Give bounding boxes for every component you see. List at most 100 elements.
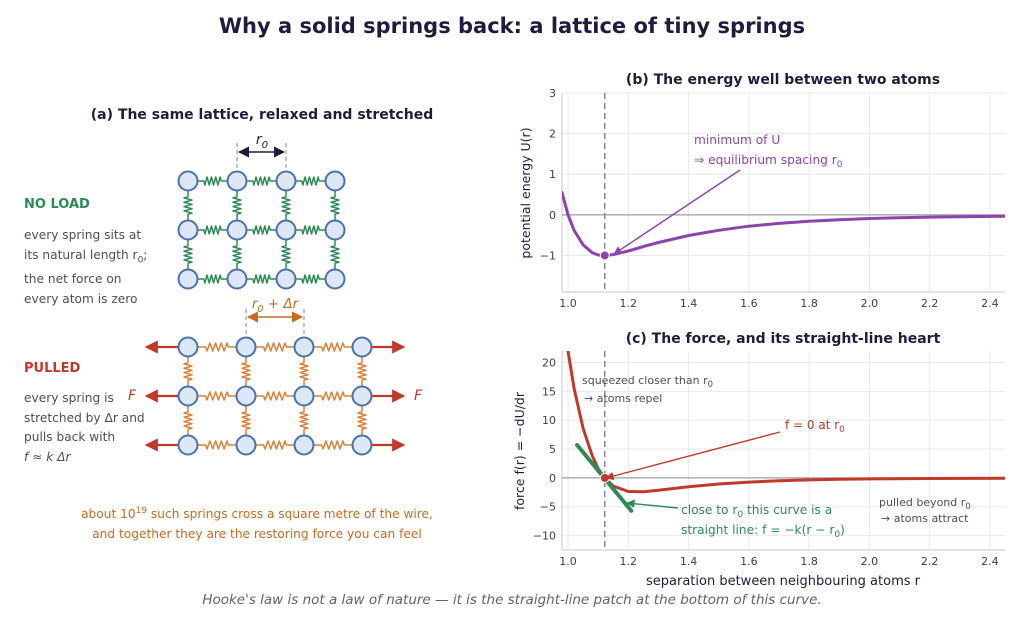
minimum-annotation-arrow [613, 169, 741, 255]
y-tick-label: 20 [542, 357, 556, 370]
atom [177, 268, 199, 290]
atom [293, 336, 315, 358]
minimum-annotation-line2: ⇒ equilibrium spacing r0 [694, 153, 843, 170]
attract-annotation-line2: → atoms attract [881, 512, 969, 525]
spring [299, 406, 309, 435]
minimum-annotation-line1: minimum of U [694, 133, 780, 147]
spring [281, 191, 291, 220]
r0-label: r0 [256, 132, 268, 151]
panel-a-title: (a) The same lattice, relaxed and stretc… [90, 107, 434, 123]
y-tick-label: −5 [540, 501, 556, 514]
linear-annotation-arrow [626, 499, 679, 509]
spring [241, 357, 251, 386]
spring [296, 176, 325, 186]
y-tick-label: 3 [549, 87, 556, 100]
atom [351, 336, 373, 358]
spring [198, 342, 236, 352]
linear-annotation-line2: straight line: f = −k(r − r0) [681, 523, 845, 540]
spring [183, 191, 193, 220]
x-tick-label: 1.4 [680, 555, 698, 568]
x-tick-label: 1.0 [559, 555, 577, 568]
bottom-note: Hooke's law is not a law of nature — it … [202, 592, 822, 608]
panel-c-ylabel: force f(r) = −dU/dr [512, 391, 527, 510]
stretched-lattice: r0 + Δr F F [128, 296, 423, 456]
atom [351, 385, 373, 407]
spring [256, 440, 294, 450]
atom [235, 434, 257, 456]
page-title: Why a solid springs back: a lattice of t… [218, 14, 806, 38]
atom [275, 170, 297, 192]
spring [232, 240, 242, 269]
spring [299, 357, 309, 386]
spring [198, 225, 227, 235]
x-tick-label: 2.2 [921, 297, 939, 310]
x-tick-label: 2.2 [921, 555, 939, 568]
atom [275, 219, 297, 241]
atom [324, 170, 346, 192]
spring [183, 406, 193, 435]
force-label-right: F [414, 388, 423, 404]
atom [351, 434, 373, 456]
spring [247, 225, 276, 235]
no-load-heading: NO LOAD [24, 197, 90, 212]
x-tick-label: 1.8 [800, 555, 818, 568]
zero-force-annotation: f = 0 at r0 [785, 418, 845, 435]
x-tick-label: 1.6 [740, 297, 758, 310]
spring [198, 440, 236, 450]
atom [177, 434, 199, 456]
x-tick-label: 1.2 [620, 297, 638, 310]
spring [183, 240, 193, 269]
linear-annotation-line1: close to r0 this curve is a [681, 503, 832, 520]
x-tick-label: 2.0 [861, 297, 879, 310]
x-tick-label: 1.2 [620, 555, 638, 568]
atom [226, 219, 248, 241]
y-tick-label: 2 [549, 128, 556, 141]
footnote: about 1019 such springs cross a square m… [81, 506, 433, 542]
spring [281, 240, 291, 269]
key-point [599, 250, 610, 261]
atom [324, 268, 346, 290]
spring [314, 342, 352, 352]
panel-b-title: (b) The energy well between two atoms [626, 72, 940, 88]
y-tick-label: 5 [549, 443, 556, 456]
repel-annotation-line1: squeezed closer than r0 [582, 374, 713, 390]
atom [177, 336, 199, 358]
panel-b-ylabel: potential energy U(r) [518, 127, 533, 258]
panel-c-title: (c) The force, and its straight-line hea… [626, 331, 941, 347]
pulled-text: every spring is stretched by Δr and pull… [24, 391, 145, 464]
y-tick-label: 15 [542, 385, 556, 398]
force-label-left: F [128, 388, 137, 404]
spring [247, 176, 276, 186]
x-tick-label: 2.0 [861, 555, 879, 568]
x-tick-label: 1.6 [740, 555, 758, 568]
spring [198, 274, 227, 284]
spring [198, 391, 236, 401]
spring [296, 225, 325, 235]
spring [247, 274, 276, 284]
x-tick-label: 2.4 [981, 297, 999, 310]
x-tick-label: 1.0 [559, 297, 577, 310]
atom [235, 336, 257, 358]
spring [314, 391, 352, 401]
spring [198, 176, 227, 186]
spring [232, 191, 242, 220]
x-tick-label: 1.4 [680, 297, 698, 310]
spring [183, 357, 193, 386]
y-tick-label: 10 [542, 414, 556, 427]
atom [293, 385, 315, 407]
main-curve [562, 191, 1005, 257]
main-curve [566, 351, 1005, 494]
atom [275, 268, 297, 290]
atom [293, 434, 315, 456]
spring [314, 440, 352, 450]
spring [256, 391, 294, 401]
attract-annotation-line1: pulled beyond r0 [879, 496, 971, 512]
y-tick-label: 0 [549, 209, 556, 222]
y-tick-label: 0 [549, 472, 556, 485]
r0-plus-dr-label: r0 + Δr [252, 296, 300, 315]
atom [235, 385, 257, 407]
spring [296, 274, 325, 284]
spring [241, 406, 251, 435]
x-tick-label: 2.4 [981, 555, 999, 568]
